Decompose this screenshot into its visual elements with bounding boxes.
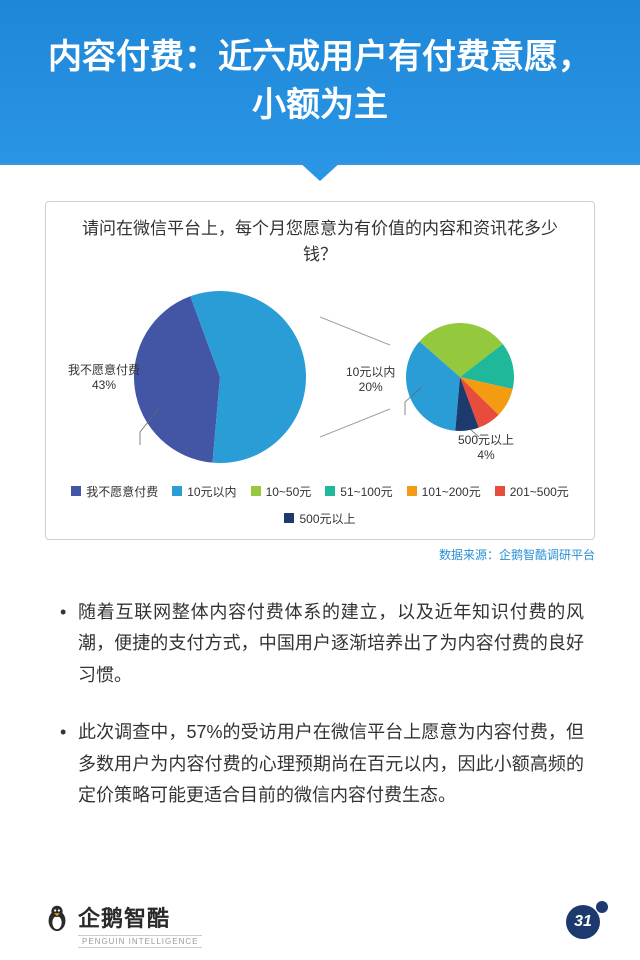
legend-item: 500元以上 [284,510,355,527]
legend-item: 101~200元 [407,483,481,500]
page-number-dot [596,901,608,913]
legend-item: 我不愿意付费 [71,483,158,500]
page-number-badge: 31 [566,905,606,945]
main-pie-callout: 我不愿意付费 43% [68,363,140,394]
legend-item: 10元以内 [172,483,236,500]
main-pie-wrap: 我不愿意付费 43% [130,287,310,467]
legend-label: 我不愿意付费 [86,483,158,500]
page-number: 31 [566,905,600,939]
header-banner: 内容付费：近六成用户有付费意愿，小额为主 [0,0,640,165]
callout-label: 10元以内 [346,365,395,379]
legend-item: 10~50元 [251,483,312,500]
data-source: 数据来源：企鹅智酷调研平台 [0,546,595,563]
legend-label: 10元以内 [187,483,236,500]
legend-swatch [325,486,335,496]
legend-swatch [407,486,417,496]
callout-pct: 20% [346,380,395,396]
page-footer: 企鹅智酷 PENGUIN INTELLIGENCE 31 [0,901,640,948]
callout-label: 500元以上 [458,433,514,447]
legend-label: 101~200元 [422,483,481,500]
callout-pct: 43% [68,378,140,394]
legend-swatch [284,513,294,523]
main-pie [130,287,310,467]
callout-label: 我不愿意付费 [68,363,140,377]
sub-pie [400,317,520,437]
legend-swatch [495,486,505,496]
sub-pie-callout-2: 500元以上 4% [458,433,514,464]
legend-label: 51~100元 [340,483,392,500]
sub-pie-callout-1: 10元以内 20% [346,365,395,396]
brand-name: 企鹅智酷 [78,901,170,933]
penguin-icon [42,902,72,932]
chart-question: 请问在微信平台上，每个月您愿意为有价值的内容和资讯花多少钱？ [56,216,584,277]
legend-item: 51~100元 [325,483,392,500]
brand-subtitle: PENGUIN INTELLIGENCE [78,935,202,948]
legend-label: 500元以上 [299,510,355,527]
chart-card: 请问在微信平台上，每个月您愿意为有价值的内容和资讯花多少钱？ 我不愿意付费 43… [45,201,595,540]
brand-block: 企鹅智酷 PENGUIN INTELLIGENCE [42,901,202,948]
callout-pct: 4% [458,448,514,464]
legend-label: 10~50元 [266,483,312,500]
page-title: 内容付费：近六成用户有付费意愿，小额为主 [40,34,600,129]
legend-swatch [172,486,182,496]
legend-swatch [251,486,261,496]
legend-item: 201~500元 [495,483,569,500]
legend-label: 201~500元 [510,483,569,500]
analysis-bullets: 随着互联网整体内容付费体系的建立，以及近年知识付费的风潮，便捷的支付方式，中国用… [0,563,640,812]
legend-swatch [71,486,81,496]
bullet-item: 随着互联网整体内容付费体系的建立，以及近年知识付费的风潮，便捷的支付方式，中国用… [56,597,584,692]
bullet-item: 此次调查中，57%的受访用户在微信平台上愿意为内容付费，但多数用户为内容付费的心… [56,717,584,812]
chart-legend: 我不愿意付费 10元以内 10~50元 51~100元 101~200元 201~500元… [56,477,584,529]
sub-pie-wrap: 10元以内 20% 500元以上 4% [400,317,520,437]
pie-of-pie-chart: 我不愿意付费 43% 10元以内 20% 500元以上 4% [56,277,584,477]
